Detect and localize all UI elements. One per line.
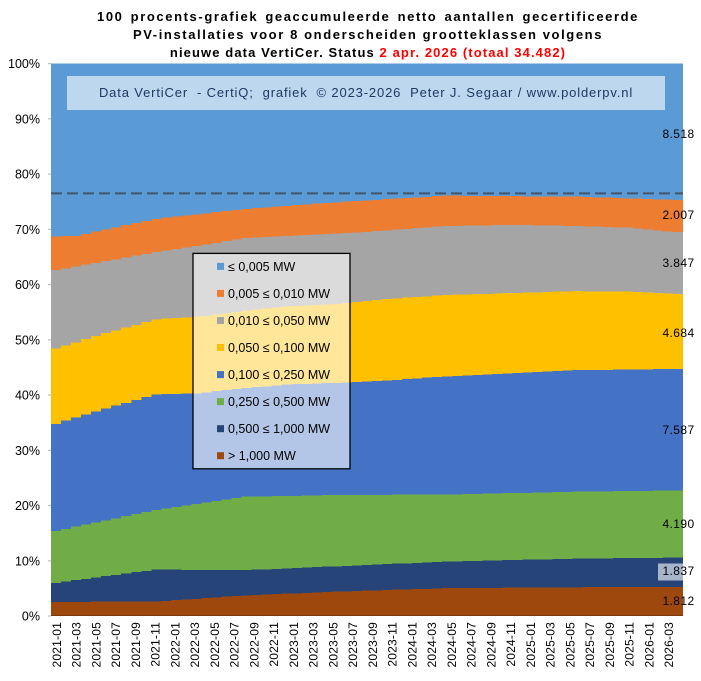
svg-text:0,500 ≤ 1,000 MW: 0,500 ≤ 1,000 MW [228, 422, 330, 436]
svg-text:0,100 ≤ 0,250 MW: 0,100 ≤ 0,250 MW [228, 368, 330, 382]
svg-text:2022-01: 2022-01 [168, 622, 182, 668]
svg-text:2022-03: 2022-03 [188, 622, 202, 668]
svg-text:2025-01: 2025-01 [524, 622, 538, 668]
svg-text:0,005 ≤ 0,010 MW: 0,005 ≤ 0,010 MW [228, 287, 330, 301]
svg-text:2025-11: 2025-11 [623, 622, 637, 667]
svg-text:10%: 10% [15, 554, 40, 568]
svg-text:4.190: 4.190 [662, 517, 694, 531]
svg-text:3.847: 3.847 [662, 256, 694, 270]
svg-text:2.007: 2.007 [662, 208, 694, 222]
svg-text:2025-03: 2025-03 [544, 622, 558, 668]
svg-text:0,250 ≤ 0,500 MW: 0,250 ≤ 0,500 MW [228, 395, 330, 409]
svg-text:70%: 70% [15, 223, 40, 237]
svg-text:2023-03: 2023-03 [307, 622, 321, 668]
svg-text:2021-11: 2021-11 [149, 622, 163, 667]
svg-text:2024-07: 2024-07 [465, 622, 479, 668]
svg-text:2021-01: 2021-01 [50, 622, 64, 668]
svg-text:2022-07: 2022-07 [228, 622, 242, 668]
svg-text:100%: 100% [8, 57, 40, 71]
svg-text:1.812: 1.812 [662, 594, 694, 608]
svg-text:2026-01: 2026-01 [642, 622, 656, 668]
svg-text:> 1,000 MW: > 1,000 MW [228, 449, 296, 463]
svg-text:2024-01: 2024-01 [405, 622, 419, 668]
svg-text:2023-05: 2023-05 [326, 622, 340, 668]
svg-text:2024-05: 2024-05 [445, 622, 459, 668]
svg-text:2023-07: 2023-07 [346, 622, 360, 668]
svg-text:2024-11: 2024-11 [504, 622, 518, 667]
svg-text:2021-03: 2021-03 [70, 622, 84, 668]
svg-text:8.518: 8.518 [662, 127, 694, 141]
svg-text:2024-03: 2024-03 [425, 622, 439, 668]
svg-text:2024-09: 2024-09 [484, 622, 498, 668]
svg-text:50%: 50% [15, 333, 40, 347]
svg-text:80%: 80% [15, 168, 40, 182]
svg-text:2022-11: 2022-11 [267, 622, 281, 667]
svg-text:90%: 90% [15, 112, 40, 126]
svg-text:2025-05: 2025-05 [563, 622, 577, 668]
svg-text:2021-05: 2021-05 [89, 622, 103, 668]
svg-text:2023-01: 2023-01 [287, 622, 301, 668]
svg-text:2023-09: 2023-09 [366, 622, 380, 668]
svg-text:2026-03: 2026-03 [662, 622, 676, 668]
svg-text:60%: 60% [15, 278, 40, 292]
svg-text:2023-11: 2023-11 [386, 622, 400, 667]
svg-text:2025-07: 2025-07 [583, 622, 597, 668]
svg-text:0%: 0% [22, 610, 40, 624]
svg-text:2021-07: 2021-07 [109, 622, 123, 668]
svg-text:0,050 ≤ 0,100 MW: 0,050 ≤ 0,100 MW [228, 341, 330, 355]
svg-text:2021-09: 2021-09 [129, 622, 143, 668]
svg-text:1.837: 1.837 [662, 564, 694, 578]
svg-text:40%: 40% [15, 389, 40, 403]
svg-text:2022-05: 2022-05 [208, 622, 222, 668]
svg-text:2025-09: 2025-09 [603, 622, 617, 668]
svg-text:4.684: 4.684 [662, 326, 694, 340]
svg-text:30%: 30% [15, 444, 40, 458]
svg-text:20%: 20% [15, 499, 40, 513]
svg-text:0,010 ≤ 0,050 MW: 0,010 ≤ 0,050 MW [228, 314, 330, 328]
svg-text:2022-09: 2022-09 [247, 622, 261, 668]
svg-text:≤ 0,005 MW: ≤ 0,005 MW [228, 260, 295, 274]
svg-text:7.587: 7.587 [662, 423, 694, 437]
